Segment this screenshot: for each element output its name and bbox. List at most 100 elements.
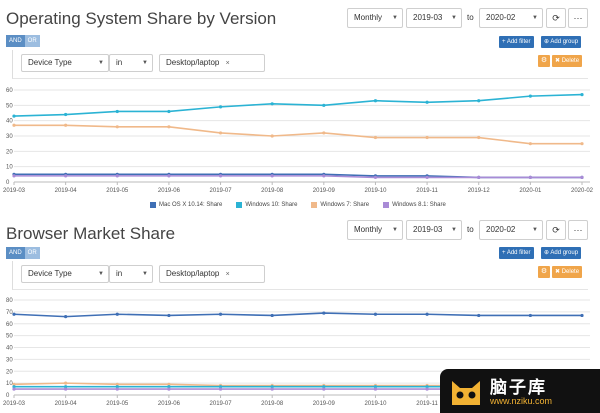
data-point <box>12 123 16 127</box>
data-point <box>373 175 378 179</box>
add-group-button[interactable]: ⊕ Add group <box>541 36 582 48</box>
refresh-icon: ⟳ <box>552 225 560 235</box>
period-select[interactable]: Monthly ▼ <box>347 220 403 240</box>
data-point <box>115 382 119 386</box>
refresh-icon: ⟳ <box>552 13 560 23</box>
filter-value-input[interactable]: Desktop/laptop × <box>159 54 265 72</box>
refresh-button[interactable]: ⟳ <box>546 8 566 28</box>
legend-item[interactable]: Mac OS X 10.14: Share <box>150 202 222 208</box>
x-tick-label: 2020-02 <box>571 188 594 194</box>
data-point <box>64 112 68 117</box>
data-point <box>270 134 274 138</box>
to-date-select[interactable]: 2020-02 ▼ <box>479 8 543 28</box>
data-point <box>322 387 326 391</box>
from-date-select[interactable]: 2019-03 ▼ <box>406 8 462 28</box>
data-point <box>477 99 481 103</box>
x-tick-label: 2019-07 <box>210 401 233 407</box>
period-select[interactable]: Monthly ▼ <box>347 8 403 28</box>
data-point <box>322 174 326 178</box>
more-options-button[interactable]: ··· <box>568 8 588 28</box>
from-date-select[interactable]: 2019-03 ▼ <box>406 220 462 240</box>
data-point <box>167 174 171 178</box>
data-point <box>115 312 119 316</box>
data-point <box>580 175 584 179</box>
data-point <box>528 142 532 146</box>
legend-swatch <box>150 202 156 208</box>
delete-button[interactable]: ✖ Delete <box>552 55 583 67</box>
panel-title: Operating System Share by Version <box>6 9 277 28</box>
data-point <box>425 100 429 104</box>
filter-value-input[interactable]: Desktop/laptop × <box>159 265 265 283</box>
y-tick-label: 20 <box>6 369 13 375</box>
data-point <box>218 105 223 109</box>
legend-item[interactable]: Windows 10: Share <box>236 202 297 208</box>
x-tick-label: 2019-09 <box>313 188 336 194</box>
data-point <box>167 382 171 386</box>
data-point <box>64 123 68 127</box>
legend-label: Windows 8.1: Share <box>392 202 446 208</box>
to-label: to <box>467 225 474 234</box>
legend-item[interactable]: Windows 7: Share <box>311 202 369 208</box>
to-date-value: 2020-02 <box>486 225 516 234</box>
data-point <box>580 142 584 146</box>
data-point <box>218 174 223 178</box>
data-point <box>425 387 429 391</box>
filter-operator-select[interactable]: in ▼ <box>109 54 153 72</box>
data-point <box>12 312 16 316</box>
x-tick-label: 2019-05 <box>106 401 129 407</box>
data-point <box>167 109 171 114</box>
or-toggle[interactable]: OR <box>24 35 40 47</box>
to-date-select[interactable]: 2020-02 ▼ <box>479 220 543 240</box>
and-or-toggle[interactable]: AND OR <box>6 35 40 47</box>
filter-row: Device Type ▼ in ▼ Desktop/laptop × <box>12 50 588 79</box>
legend-label: Windows 7: Share <box>320 202 370 208</box>
more-options-button[interactable]: ··· <box>568 220 588 240</box>
refresh-button[interactable]: ⟳ <box>546 220 566 240</box>
watermark: 脑子库 www.nziku.com <box>440 369 600 413</box>
data-point <box>115 387 119 391</box>
os-share-panel: Operating System Share by Version Monthl… <box>3 8 594 208</box>
x-tick-label: 2019-05 <box>106 188 129 194</box>
filter-operator-value: in <box>116 58 123 67</box>
cat-logo-icon <box>452 381 480 405</box>
and-or-toggle[interactable]: AND OR <box>6 247 40 259</box>
x-tick-label: 2019-11 <box>416 401 438 407</box>
legend-item[interactable]: Windows 8.1: Share <box>383 202 446 208</box>
y-tick-label: 50 <box>6 334 13 340</box>
settings-icon[interactable]: ⚙ <box>538 266 550 278</box>
delete-button[interactable]: ✖ Delete <box>552 266 583 278</box>
watermark-text: 脑子库 <box>490 378 547 397</box>
data-point <box>218 387 223 391</box>
remove-tag-icon[interactable]: × <box>225 60 230 67</box>
add-group-button[interactable]: ⊕ Add group <box>541 247 582 259</box>
x-tick-label: 2019-09 <box>313 401 336 407</box>
filter-field-select[interactable]: Device Type ▼ <box>21 265 109 283</box>
data-point <box>528 313 532 318</box>
data-point <box>64 387 68 391</box>
chevron-down-icon: ▼ <box>532 227 538 233</box>
y-tick-label: 30 <box>6 357 13 363</box>
filter-operator-select[interactable]: in ▼ <box>109 265 153 283</box>
and-toggle[interactable]: AND <box>6 35 25 47</box>
x-tick-label: 2019-03 <box>3 188 26 194</box>
remove-tag-icon[interactable]: × <box>225 271 230 278</box>
or-toggle[interactable]: OR <box>24 247 40 259</box>
data-point <box>218 131 223 135</box>
data-point <box>322 385 326 389</box>
and-toggle[interactable]: AND <box>6 247 25 259</box>
data-point <box>167 385 171 389</box>
chevron-down-icon: ▼ <box>392 15 398 21</box>
series-line <box>13 312 582 318</box>
to-label: to <box>467 13 474 22</box>
y-tick-label: 30 <box>6 134 13 140</box>
period-select-value: Monthly <box>354 225 383 234</box>
to-date-value: 2020-02 <box>486 13 516 22</box>
add-filter-button[interactable]: + Add filter <box>499 247 534 259</box>
data-point <box>218 312 223 316</box>
add-filter-button[interactable]: + Add filter <box>499 36 534 48</box>
settings-icon[interactable]: ⚙ <box>538 55 550 67</box>
data-point <box>12 385 16 389</box>
x-tick-label: 2019-08 <box>261 401 284 407</box>
x-tick-label: 2019-12 <box>468 188 491 194</box>
filter-field-select[interactable]: Device Type ▼ <box>21 54 109 72</box>
